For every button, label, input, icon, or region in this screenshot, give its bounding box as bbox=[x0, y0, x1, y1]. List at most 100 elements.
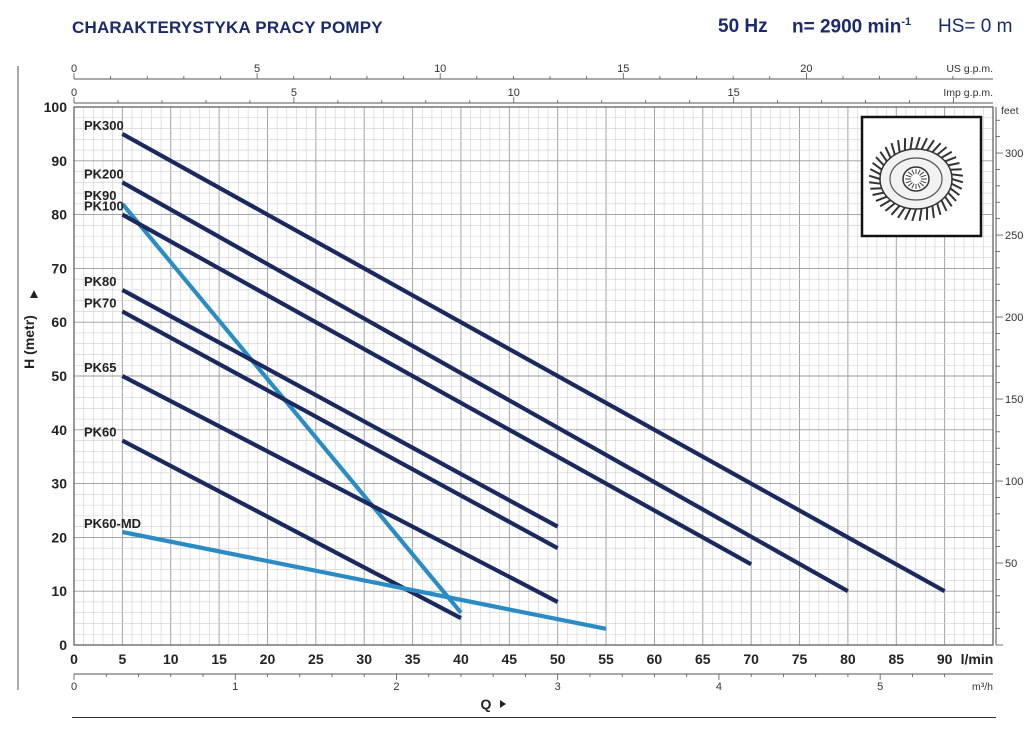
impeller-spline bbox=[907, 171, 913, 176]
impeller-spline bbox=[919, 182, 925, 187]
x-tick-label: 25 bbox=[308, 651, 324, 667]
series-line-pk60-md bbox=[121, 529, 607, 631]
impeller-vane bbox=[872, 191, 885, 196]
series-line-pk100 bbox=[121, 212, 753, 567]
impeller-icon bbox=[860, 115, 983, 238]
impeller-vane bbox=[884, 146, 892, 159]
impeller-vane bbox=[915, 136, 921, 150]
hs-label: HS= 0 m bbox=[938, 16, 1013, 37]
impeller-spline bbox=[905, 174, 912, 178]
impeller-vane bbox=[879, 199, 892, 208]
impeller-vane bbox=[936, 202, 942, 216]
x-tick-label: 15 bbox=[211, 651, 227, 667]
series-label-pk100: PK100 bbox=[84, 199, 124, 214]
top-us-tick-label: 0 bbox=[71, 63, 77, 75]
speed-text: n= 2900 min bbox=[792, 16, 902, 38]
x-tick-label: 90 bbox=[937, 651, 953, 667]
impeller-vane bbox=[920, 137, 928, 150]
y-tick-label: 40 bbox=[51, 422, 67, 438]
top-imp-tick-label: 5 bbox=[291, 87, 297, 99]
impeller-vane bbox=[944, 156, 957, 163]
y-axis-title: H (metr) bbox=[21, 315, 37, 369]
x-tick-label: 75 bbox=[792, 651, 808, 667]
y-tick-label: 30 bbox=[51, 476, 67, 492]
impeller-vane bbox=[869, 181, 881, 185]
series-line-pk300 bbox=[121, 132, 946, 594]
x-tick-label: 5 bbox=[118, 651, 126, 667]
impeller-vane bbox=[949, 187, 960, 196]
impeller-vane bbox=[884, 202, 896, 212]
impeller-vane bbox=[944, 196, 953, 207]
impeller-vane bbox=[951, 178, 964, 184]
series-line-pk90 bbox=[120, 202, 463, 615]
impeller-vane bbox=[931, 142, 942, 153]
speed-label: n= 2900 min-1 bbox=[792, 16, 911, 38]
series-label-pk60: PK60 bbox=[84, 425, 117, 440]
bottom-m3h-tick-label: 1 bbox=[232, 681, 238, 693]
impeller-vane bbox=[879, 151, 888, 162]
right-feet-tick-label: 100 bbox=[1005, 476, 1023, 488]
y-axis-arrow-icon bbox=[30, 290, 38, 298]
top-us-tick-label: 20 bbox=[800, 63, 812, 75]
x-tick-label: 0 bbox=[70, 651, 78, 667]
x-tick-label: 55 bbox=[598, 651, 614, 667]
impeller-vane bbox=[951, 182, 963, 190]
impeller-vane bbox=[869, 168, 881, 176]
impeller-vane bbox=[890, 142, 896, 156]
x-unit-label: l/min bbox=[961, 651, 994, 667]
impeller-vane bbox=[890, 205, 901, 216]
top-us-tick-label: 10 bbox=[434, 63, 446, 75]
series-line-pk65 bbox=[121, 374, 559, 604]
frequency-label: 50 Hz bbox=[718, 16, 768, 37]
impeller-vane bbox=[909, 136, 914, 150]
x-tick-label: 45 bbox=[502, 651, 518, 667]
impeller-vane bbox=[875, 156, 885, 167]
series-line-pk80 bbox=[121, 288, 559, 529]
bottom-m3h-tick-label: 4 bbox=[716, 681, 722, 693]
series-label-pk70: PK70 bbox=[84, 295, 117, 310]
top-imp-tick-label: 10 bbox=[508, 87, 520, 99]
speed-exponent: -1 bbox=[901, 16, 912, 28]
impeller-vane bbox=[897, 140, 901, 153]
impeller-vane bbox=[875, 195, 888, 202]
impeller-vane bbox=[947, 191, 957, 202]
top-us-tick-label: 5 bbox=[254, 63, 260, 75]
impeller-vane bbox=[931, 205, 935, 218]
bottom-m3h-unit-label: m³/h bbox=[972, 681, 993, 693]
y-tick-label: 70 bbox=[51, 260, 67, 276]
y-tick-label: 60 bbox=[51, 314, 67, 330]
y-tick-label: 0 bbox=[59, 637, 67, 653]
x-tick-label: 85 bbox=[888, 651, 904, 667]
impeller-vane bbox=[904, 208, 912, 221]
y-tick-label: 100 bbox=[44, 99, 68, 115]
axes: 0 5 10 15 20 25 30 35 40 45 50 55 60 65 70 75 80 85 90 l/mi… bbox=[17, 63, 1023, 712]
series-line-pk200 bbox=[121, 180, 849, 594]
series-lines bbox=[120, 132, 946, 631]
right-feet-tick-label: 150 bbox=[1005, 394, 1023, 406]
impeller-spline bbox=[917, 169, 921, 175]
x-tick-label: 70 bbox=[743, 651, 759, 667]
bottom-m3h-tick-label: 5 bbox=[877, 681, 883, 693]
x-tick-label: 20 bbox=[260, 651, 276, 667]
x-tick-label: 40 bbox=[453, 651, 469, 667]
top-imp-unit-label: Imp g.p.m. bbox=[943, 87, 993, 99]
impeller-spline bbox=[907, 182, 913, 187]
top-us-tick-label: 15 bbox=[617, 63, 629, 75]
x-tick-label: 80 bbox=[840, 651, 856, 667]
right-feet-tick-label: 300 bbox=[1005, 148, 1023, 160]
impeller-vane bbox=[918, 208, 923, 222]
right-feet-tick-label: 50 bbox=[1005, 558, 1017, 570]
series-label-pk300: PK300 bbox=[84, 118, 124, 133]
bottom-divider bbox=[72, 717, 996, 718]
chart-title: CHARAKTERYSTYKA PRACY POMPY bbox=[72, 18, 383, 37]
right-feet-unit-label: feet bbox=[1001, 105, 1019, 117]
top-imp-tick-label: 0 bbox=[71, 87, 77, 99]
top-us-unit-label: US g.p.m. bbox=[946, 63, 993, 75]
x-tick-label: 50 bbox=[550, 651, 566, 667]
impeller-vane bbox=[897, 206, 906, 219]
x-axis-title: Q bbox=[481, 696, 492, 712]
impeller-vane bbox=[940, 199, 948, 212]
grid bbox=[73, 106, 994, 646]
